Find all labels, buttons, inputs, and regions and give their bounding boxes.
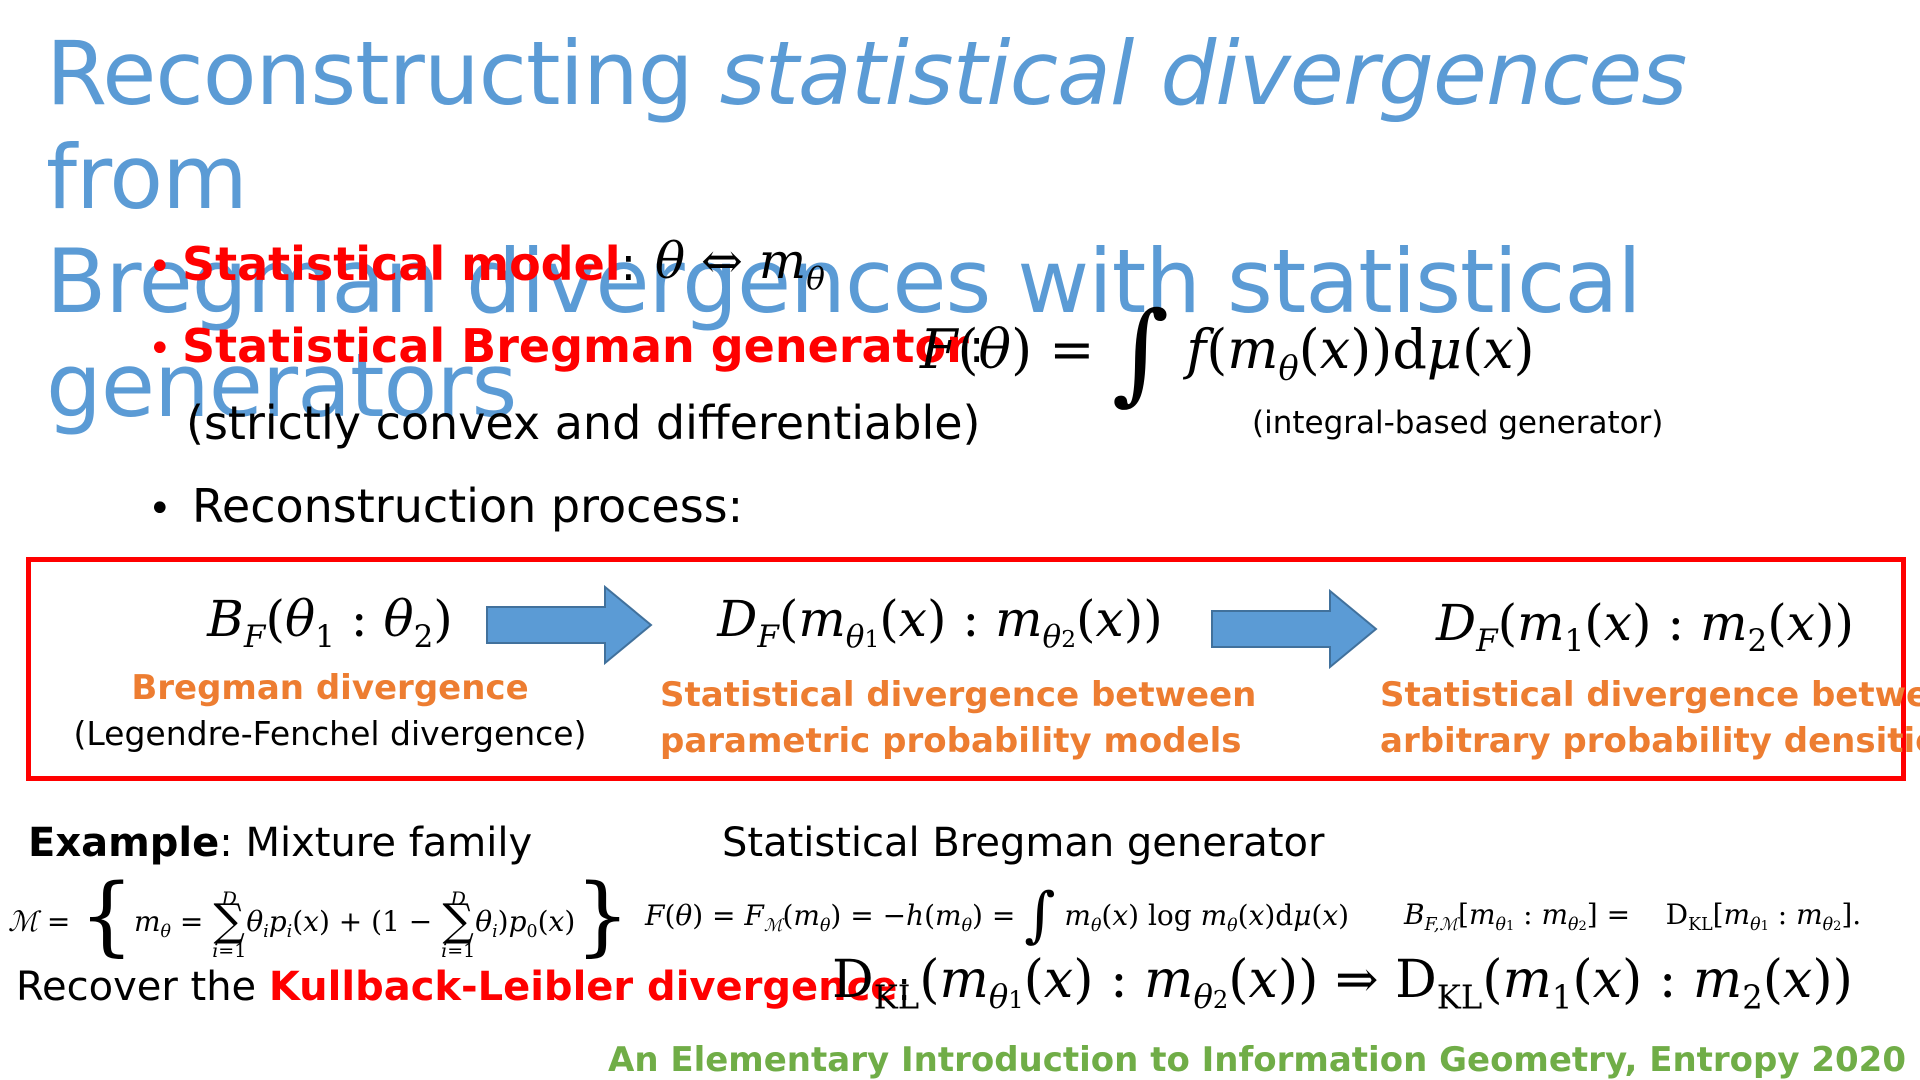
generator-formula: F(θ) = ∫ f(mθ(x))dμ(x)	[920, 288, 1535, 416]
integral-note: (integral-based generator)	[1252, 405, 1664, 441]
bregman-divergence-formula: BF(θ1 : θ2)	[207, 590, 453, 655]
bullet-statistical-model: • Statistical model:	[148, 237, 637, 291]
mixture-family-formula: ℳ = {mθ = D ∑ i=1θipi(x) + (1 − D ∑ i=1θi)p0…	[8, 866, 630, 966]
entropy-generator-formula: F(θ) = Fℳ(mθ) = −h(mθ) = ∫ mθ(x) log mθ(…	[645, 880, 1350, 950]
parametric-divergence-title: Statistical divergence between parametri…	[660, 675, 1257, 761]
convexity-note: (strictly convex and differentiable)	[186, 396, 981, 450]
bregman-divergence-subtitle: (Legendre-Fenchel divergence)	[73, 714, 587, 753]
parametric-divergence-formula: DF(mθ1(x) : mθ2(x))	[717, 590, 1163, 655]
right-arrow-icon	[486, 585, 653, 665]
bullet-reconstruction-process: • Reconstruction process:	[148, 479, 744, 533]
generator-heading: Statistical Bregman generator	[722, 820, 1325, 866]
slide-title: Reconstructing statistical divergences f…	[46, 22, 1687, 437]
bregman-divergence-title: Bregman divergence	[131, 668, 529, 708]
arbitrary-divergence-title: Statistical divergence between arbitrary…	[1380, 675, 1920, 761]
bregman-kl-identity-formula: BF,ℳ[mθ1 : mθ2] = DKL[mθ1 : mθ2].	[1404, 898, 1862, 936]
example-heading: Example: Mixture family	[28, 820, 533, 866]
bullet-statistical-bregman-generator: • Statistical Bregman generator:	[148, 319, 985, 373]
reconstruction-box	[26, 557, 1906, 781]
footer-citation: An Elementary Introduction to Informatio…	[608, 1040, 1906, 1080]
model-formula: θ ⇔ mθ	[655, 232, 825, 297]
recover-kl-text: Recover the Kullback-Leibler divergence:	[16, 964, 911, 1010]
right-arrow-icon	[1211, 589, 1378, 669]
recover-kl-formula: DKL(mθ1(x) : mθ2(x)) ⇒ DKL(m1(x) : m2(x)…	[832, 950, 1853, 1017]
arbitrary-divergence-formula: DF(m1(x) : m2(x))	[1435, 594, 1855, 659]
